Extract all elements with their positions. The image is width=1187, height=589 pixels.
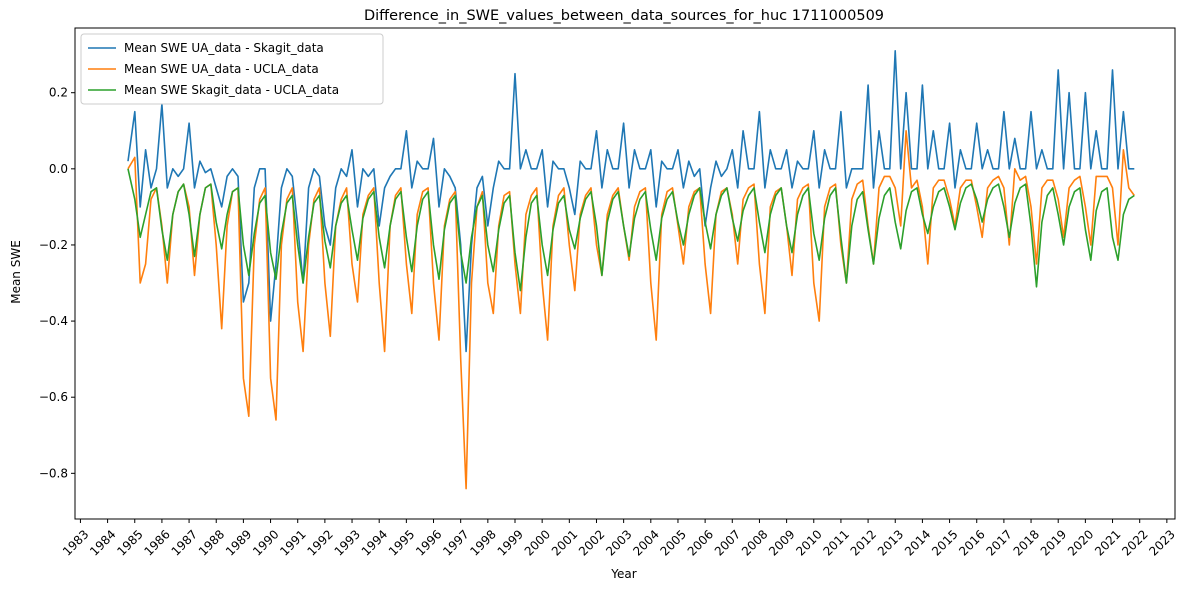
x-axis-label: Year: [610, 567, 636, 581]
y-tick-label: 0.0: [49, 162, 68, 176]
legend-label-1: Mean SWE UA_data - UCLA_data: [124, 62, 319, 76]
chart-title: Difference_in_SWE_values_between_data_so…: [364, 8, 884, 24]
legend-box: [80, 33, 384, 105]
y-axis-label: Mean SWE: [9, 240, 23, 304]
y-tick-label: −0.2: [39, 238, 68, 252]
legend-label-2: Mean SWE Skagit_data - UCLA_data: [124, 83, 339, 97]
y-tick-label: −0.8: [39, 466, 68, 480]
legend-label-0: Mean SWE UA_data - Skagit_data: [124, 41, 324, 55]
series-line-0: [127, 50, 1135, 353]
plot-frame: [74, 27, 1176, 520]
legend: Mean SWE UA_data - Skagit_data Mean SWE …: [80, 33, 384, 105]
series-line-2: [127, 168, 1135, 292]
y-tick-label: −0.4: [39, 314, 68, 328]
y-tick-label: −0.6: [39, 390, 68, 404]
y-axis: 0.2 0.0 −0.2 −0.4 −0.6 −0.8: [39, 86, 75, 480]
y-tick-label: 0.2: [49, 86, 68, 100]
plot-lines: [127, 50, 1135, 490]
